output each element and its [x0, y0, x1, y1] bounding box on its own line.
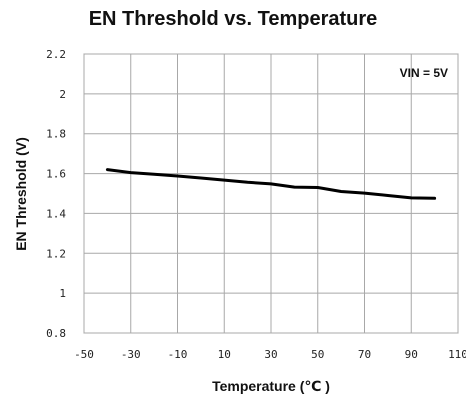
x-tick-label: 30 — [264, 348, 277, 361]
series-layer — [105, 168, 437, 200]
y-tick-label: 0.8 — [46, 327, 66, 340]
x-tick-label: 70 — [358, 348, 371, 361]
y-tick-label: 1.2 — [46, 247, 66, 260]
series-line — [105, 168, 437, 200]
y-tick-label: 1.6 — [46, 168, 66, 181]
y-axis-label: EN Threshold (V) — [13, 137, 29, 251]
y-tick-label: 2 — [59, 88, 66, 101]
tick-labels: -50 -30 -10 10 30 50 70 90 110 0.8 1 1.2 1.4 1.6 1.8 2 2… — [46, 48, 466, 361]
y-tick-label: 1.4 — [46, 207, 66, 220]
x-tick-label: 10 — [218, 348, 231, 361]
y-tick-label: 2.2 — [46, 48, 66, 61]
vin-annotation: VIN = 5V — [400, 66, 448, 80]
chart-title: EN Threshold vs. Temperature — [88, 8, 378, 30]
x-tick-label: 90 — [405, 348, 418, 361]
x-tick-label: 50 — [311, 348, 324, 361]
x-tick-label: -10 — [168, 348, 188, 361]
x-axis-label: Temperature (℃ ) — [212, 378, 330, 394]
y-tick-label: 1 — [59, 287, 66, 300]
y-tick-label: 1.8 — [46, 128, 66, 141]
x-tick-label: -30 — [121, 348, 141, 361]
x-tick-label: -50 — [74, 348, 94, 361]
x-tick-label: 110 — [448, 348, 466, 361]
